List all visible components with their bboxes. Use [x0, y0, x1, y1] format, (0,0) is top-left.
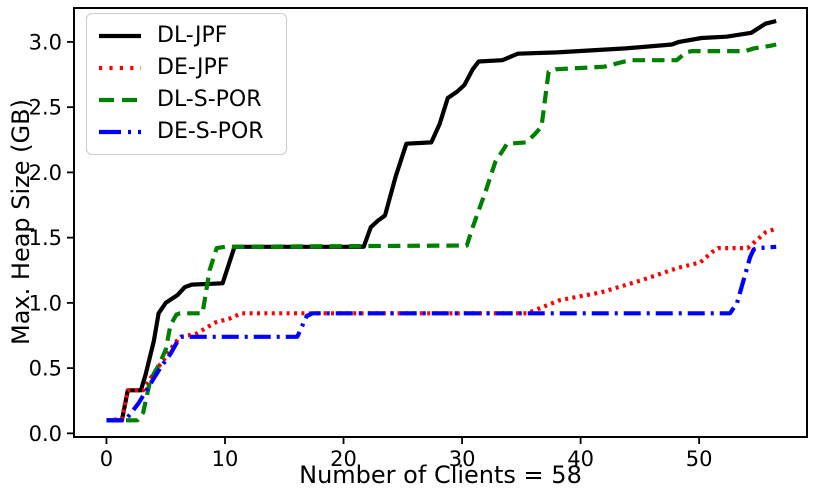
legend-label: DE-S-POR — [157, 119, 264, 144]
legend-line-sample-dashed — [99, 97, 141, 103]
legend-line-sample-dotted — [99, 65, 141, 71]
x-axis-label: Number of Clients = 58 — [299, 461, 582, 489]
axes-frame — [73, 7, 808, 438]
y-tick-label: 3.0 — [29, 30, 62, 54]
x-tick-label: 0 — [100, 447, 113, 471]
series-line-dl-s-por — [106, 42, 777, 423]
y-tick-label: 2.0 — [29, 161, 62, 185]
y-tick-label: 1.5 — [29, 226, 62, 250]
x-tick-label: 30 — [449, 447, 476, 471]
legend-label: DL-S-POR — [157, 87, 262, 112]
y-axis-label: Max. Heap Size (GB) — [7, 99, 35, 345]
y-tick-label: 1.0 — [29, 291, 62, 315]
y-tick-label: 0.0 — [29, 422, 62, 446]
y-tick-label: 2.5 — [29, 96, 62, 120]
legend-item-de-s-por: DE-S-POR — [97, 116, 264, 148]
legend-label: DE-JPF — [157, 55, 230, 80]
x-tick-label: 20 — [330, 447, 357, 471]
legend: DL-JPF DE-JPF DL-S-POR DE-S-POR — [86, 13, 287, 155]
legend-line-sample-solid — [99, 33, 141, 39]
series-line-de-s-por — [106, 244, 777, 423]
legend-item-de-jpf: DE-JPF — [97, 52, 264, 84]
x-tick-label: 10 — [212, 447, 239, 471]
legend-item-dl-s-por: DL-S-POR — [97, 84, 264, 116]
legend-label: DL-JPF — [157, 23, 228, 48]
y-tick-label: 0.5 — [29, 357, 62, 381]
legend-line-sample-dashdot — [99, 129, 141, 135]
x-tick-label: 40 — [567, 447, 594, 471]
legend-item-dl-jpf: DL-JPF — [97, 20, 264, 52]
series-line-dl-jpf — [106, 18, 777, 423]
x-tick-label: 50 — [686, 447, 713, 471]
series-line-de-jpf — [106, 226, 777, 423]
